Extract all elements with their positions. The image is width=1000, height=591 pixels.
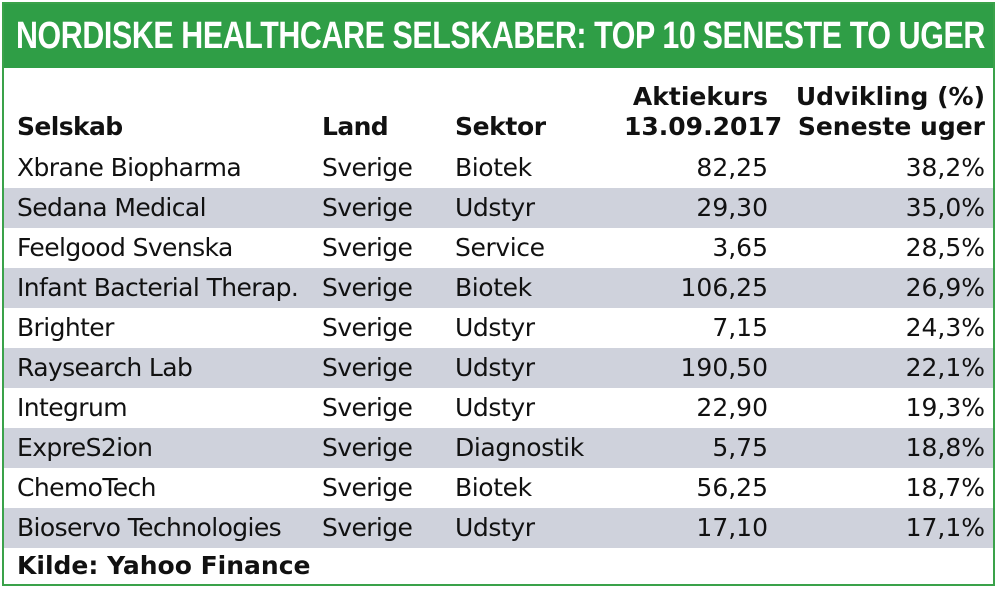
cell-company: Integrum — [17, 393, 128, 422]
cell-country: Sverige — [322, 193, 413, 222]
cell-price: 17,10 — [696, 513, 768, 542]
cell-sector: Biotek — [455, 273, 532, 302]
column-header-price-label: Aktiekurs — [632, 82, 768, 111]
cell-country: Sverige — [322, 393, 413, 422]
cell-sector: Udstyr — [455, 513, 535, 542]
column-header-price-date: 13.09.2017 — [624, 112, 783, 141]
cell-country: Sverige — [322, 433, 413, 462]
column-header-country-label: Land — [322, 112, 389, 141]
cell-price: 190,50 — [680, 353, 768, 382]
table-row: ExpreS2ion Sverige Diagnostik 5,75 18,8% — [4, 428, 993, 468]
cell-sector: Biotek — [455, 153, 532, 182]
cell-change: 24,3% — [905, 313, 985, 342]
chart-subtitle: SENESTE TO UGER — [702, 15, 986, 57]
table-footer: Kilde: Yahoo Finance — [4, 548, 993, 584]
column-header-country: Land — [322, 112, 452, 142]
cell-country: Sverige — [322, 353, 413, 382]
cell-company: Raysearch Lab — [17, 353, 193, 382]
table-row: Raysearch Lab Sverige Udstyr 190,50 22,1% — [4, 348, 993, 388]
cell-company: Brighter — [17, 313, 114, 342]
table-body: Xbrane Biopharma Sverige Biotek 82,25 38,2% S… — [4, 148, 993, 548]
cell-country: Sverige — [322, 313, 413, 342]
cell-price: 29,30 — [696, 193, 768, 222]
column-header-sector-label: Sektor — [455, 112, 546, 141]
cell-sector: Udstyr — [455, 353, 535, 382]
title-banner: NORDISKE HEALTHCARE SELSKABER: TOP 10 SE… — [4, 4, 993, 68]
column-header-change-label: Udvikling (%) — [795, 82, 985, 111]
source-note: Kilde: Yahoo Finance — [17, 551, 311, 580]
table-row: Feelgood Svenska Sverige Service 3,65 28,5% — [4, 228, 993, 268]
cell-change: 38,2% — [905, 153, 985, 182]
column-header-company-label: Selskab — [17, 112, 123, 141]
cell-country: Sverige — [322, 153, 413, 182]
table-row: Xbrane Biopharma Sverige Biotek 82,25 38,2% — [4, 148, 993, 188]
cell-sector: Udstyr — [455, 393, 535, 422]
cell-company: Infant Bacterial Therap. — [17, 273, 299, 302]
table-row: Infant Bacterial Therap. Sverige Biotek 106… — [4, 268, 993, 308]
cell-company: ExpreS2ion — [17, 433, 153, 462]
column-header-company: Selskab — [17, 112, 317, 142]
cell-price: 56,25 — [696, 473, 768, 502]
table-row: Sedana Medical Sverige Udstyr 29,30 35,0% — [4, 188, 993, 228]
cell-change: 22,1% — [905, 353, 985, 382]
cell-country: Sverige — [322, 513, 413, 542]
column-header-price: Aktiekurs 13.09.2017 — [624, 82, 783, 142]
cell-price: 106,25 — [680, 273, 768, 302]
cell-sector: Udstyr — [455, 193, 535, 222]
cell-price: 22,90 — [696, 393, 768, 422]
cell-price: 5,75 — [712, 433, 768, 462]
chart-title: NORDISKE HEALTHCARE SELSKABER: TOP 10 — [16, 15, 696, 57]
cell-change: 26,9% — [905, 273, 985, 302]
column-header-sector: Sektor — [455, 112, 625, 142]
cell-change: 28,5% — [905, 233, 985, 262]
column-header-change-period: Seneste uger — [797, 112, 985, 141]
cell-sector: Biotek — [455, 473, 532, 502]
table-header: Selskab Land Sektor Aktiekurs 13.09.2017… — [4, 68, 993, 148]
cell-country: Sverige — [322, 273, 413, 302]
table-row: Bioservo Technologies Sverige Udstyr 17,10 1… — [4, 508, 993, 548]
cell-country: Sverige — [322, 233, 413, 262]
cell-change: 18,8% — [905, 433, 985, 462]
cell-company: Feelgood Svenska — [17, 233, 233, 262]
cell-change: 35,0% — [905, 193, 985, 222]
cell-price: 7,15 — [712, 313, 768, 342]
cell-country: Sverige — [322, 473, 413, 502]
table-row: Brighter Sverige Udstyr 7,15 24,3% — [4, 308, 993, 348]
column-header-change: Udvikling (%) Seneste uger — [789, 82, 985, 142]
cell-sector: Diagnostik — [455, 433, 584, 462]
table-row: Integrum Sverige Udstyr 22,90 19,3% — [4, 388, 993, 428]
cell-company: Sedana Medical — [17, 193, 207, 222]
cell-sector: Service — [455, 233, 545, 262]
cell-price: 82,25 — [696, 153, 768, 182]
cell-change: 17,1% — [905, 513, 985, 542]
cell-change: 18,7% — [905, 473, 985, 502]
cell-company: ChemoTech — [17, 473, 157, 502]
cell-sector: Udstyr — [455, 313, 535, 342]
cell-price: 3,65 — [712, 233, 768, 262]
table-row: ChemoTech Sverige Biotek 56,25 18,7% — [4, 468, 993, 508]
cell-company: Bioservo Technologies — [17, 513, 282, 542]
cell-change: 19,3% — [905, 393, 985, 422]
cell-company: Xbrane Biopharma — [17, 153, 242, 182]
